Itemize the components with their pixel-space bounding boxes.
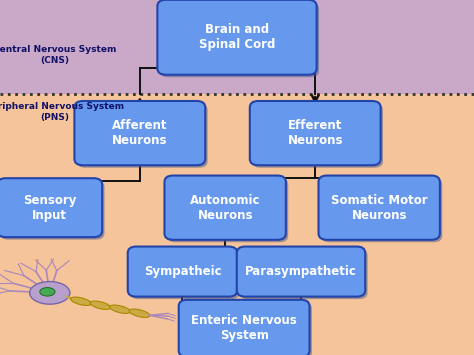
FancyBboxPatch shape — [179, 300, 310, 355]
FancyBboxPatch shape — [0, 181, 104, 240]
FancyBboxPatch shape — [77, 104, 208, 168]
FancyBboxPatch shape — [252, 104, 383, 168]
FancyBboxPatch shape — [321, 178, 442, 242]
FancyBboxPatch shape — [160, 2, 319, 77]
Text: Peripheral Nervous System
(PNS): Peripheral Nervous System (PNS) — [0, 102, 124, 121]
FancyBboxPatch shape — [239, 249, 368, 299]
Polygon shape — [0, 0, 474, 94]
FancyBboxPatch shape — [130, 249, 239, 299]
Text: Sympatheic: Sympatheic — [144, 265, 221, 278]
FancyBboxPatch shape — [181, 302, 312, 355]
Ellipse shape — [90, 301, 111, 310]
Text: Afferent
Neurons: Afferent Neurons — [112, 119, 168, 147]
Text: Brain and
Spinal Cord: Brain and Spinal Cord — [199, 23, 275, 51]
FancyBboxPatch shape — [74, 101, 205, 165]
FancyBboxPatch shape — [157, 0, 317, 75]
FancyBboxPatch shape — [164, 176, 286, 240]
Text: Enteric Nervous
System: Enteric Nervous System — [191, 315, 297, 342]
Text: Parasympathetic: Parasympathetic — [245, 265, 357, 278]
Text: Sensory
Input: Sensory Input — [23, 194, 76, 222]
Ellipse shape — [40, 288, 55, 296]
FancyBboxPatch shape — [0, 178, 102, 237]
Text: Autonomic
Neurons: Autonomic Neurons — [190, 194, 260, 222]
Ellipse shape — [129, 309, 150, 317]
FancyBboxPatch shape — [128, 246, 237, 297]
Text: Somatic Motor
Neurons: Somatic Motor Neurons — [331, 194, 428, 222]
Polygon shape — [0, 94, 474, 355]
FancyBboxPatch shape — [250, 101, 381, 165]
Text: Efferent
Neurons: Efferent Neurons — [287, 119, 343, 147]
Ellipse shape — [109, 305, 130, 313]
FancyBboxPatch shape — [167, 178, 288, 242]
Ellipse shape — [71, 297, 91, 305]
FancyBboxPatch shape — [319, 176, 440, 240]
FancyBboxPatch shape — [237, 246, 365, 297]
Ellipse shape — [29, 282, 70, 304]
Text: Central Nervous System
(CNS): Central Nervous System (CNS) — [0, 45, 116, 65]
